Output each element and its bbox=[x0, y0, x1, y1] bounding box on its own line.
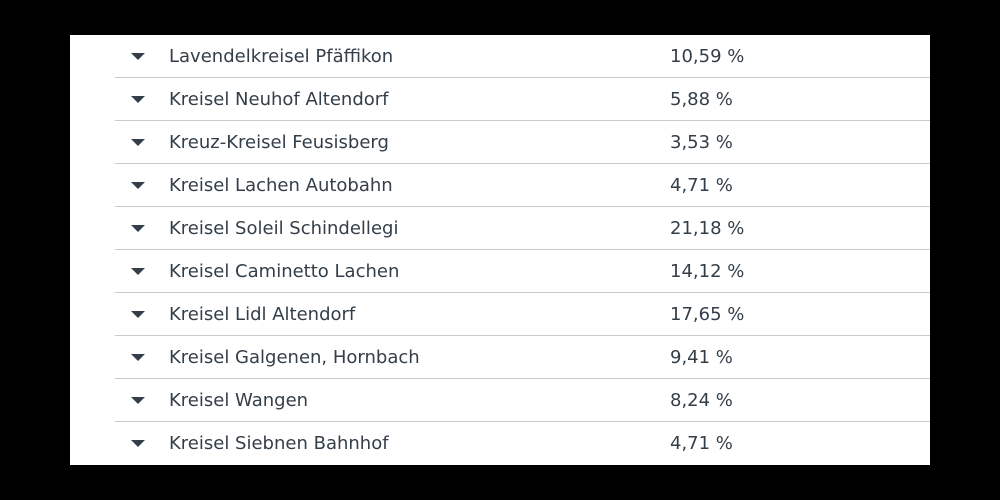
caret-down-icon[interactable] bbox=[127, 35, 149, 78]
answer-percentage: 9,41 % bbox=[670, 347, 733, 368]
answer-percentage: 4,71 % bbox=[670, 175, 733, 196]
answer-row[interactable]: Lavendelkreisel Pfäffikon 10,59 % bbox=[115, 35, 930, 78]
caret-down-icon[interactable] bbox=[127, 121, 149, 164]
answer-percentage: 5,88 % bbox=[670, 89, 733, 110]
answer-label: Kreisel Siebnen Bahnhof bbox=[169, 433, 389, 454]
answer-percentage: 4,71 % bbox=[670, 433, 733, 454]
caret-down-icon[interactable] bbox=[127, 422, 149, 465]
caret-down-icon[interactable] bbox=[127, 207, 149, 250]
caret-down-icon[interactable] bbox=[127, 293, 149, 336]
answer-row[interactable]: Kreisel Lachen Autobahn 4,71 % bbox=[115, 164, 930, 207]
answer-label: Lavendelkreisel Pfäffikon bbox=[169, 46, 394, 67]
answer-label: Kreisel Caminetto Lachen bbox=[169, 261, 400, 282]
answer-label: Kreisel Wangen bbox=[169, 390, 309, 411]
answer-label: Kreuz-Kreisel Feusisberg bbox=[169, 132, 389, 153]
answer-list: Lavendelkreisel Pfäffikon 10,59 % Kreise… bbox=[115, 35, 930, 465]
answer-label: Kreisel Lachen Autobahn bbox=[169, 175, 393, 196]
answer-percentage: 14,12 % bbox=[670, 261, 745, 282]
answer-label: Kreisel Galgenen, Hornbach bbox=[169, 347, 420, 368]
answer-percentage: 8,24 % bbox=[670, 390, 733, 411]
caret-down-icon[interactable] bbox=[127, 336, 149, 379]
caret-down-icon[interactable] bbox=[127, 78, 149, 121]
answer-label: Kreisel Lidl Altendorf bbox=[169, 304, 356, 325]
caret-down-icon[interactable] bbox=[127, 379, 149, 422]
answer-row[interactable]: Kreisel Soleil Schindellegi 21,18 % bbox=[115, 207, 930, 250]
answer-row[interactable]: Kreisel Lidl Altendorf 17,65 % bbox=[115, 293, 930, 336]
answer-percentage: 17,65 % bbox=[670, 304, 745, 325]
answer-row[interactable]: Kreisel Caminetto Lachen 14,12 % bbox=[115, 250, 930, 293]
answer-label: Kreisel Soleil Schindellegi bbox=[169, 218, 399, 239]
answer-percentage: 10,59 % bbox=[670, 46, 745, 67]
answer-row[interactable]: Kreisel Siebnen Bahnhof 4,71 % bbox=[115, 422, 930, 465]
answer-label: Kreisel Neuhof Altendorf bbox=[169, 89, 389, 110]
answer-row[interactable]: Kreisel Wangen 8,24 % bbox=[115, 379, 930, 422]
answer-row[interactable]: Kreisel Neuhof Altendorf 5,88 % bbox=[115, 78, 930, 121]
results-panel: Lavendelkreisel Pfäffikon 10,59 % Kreise… bbox=[70, 35, 930, 465]
caret-down-icon[interactable] bbox=[127, 164, 149, 207]
answer-percentage: 3,53 % bbox=[670, 132, 733, 153]
answer-percentage: 21,18 % bbox=[670, 218, 745, 239]
answer-row[interactable]: Kreuz-Kreisel Feusisberg 3,53 % bbox=[115, 121, 930, 164]
caret-down-icon[interactable] bbox=[127, 250, 149, 293]
answer-row[interactable]: Kreisel Galgenen, Hornbach 9,41 % bbox=[115, 336, 930, 379]
